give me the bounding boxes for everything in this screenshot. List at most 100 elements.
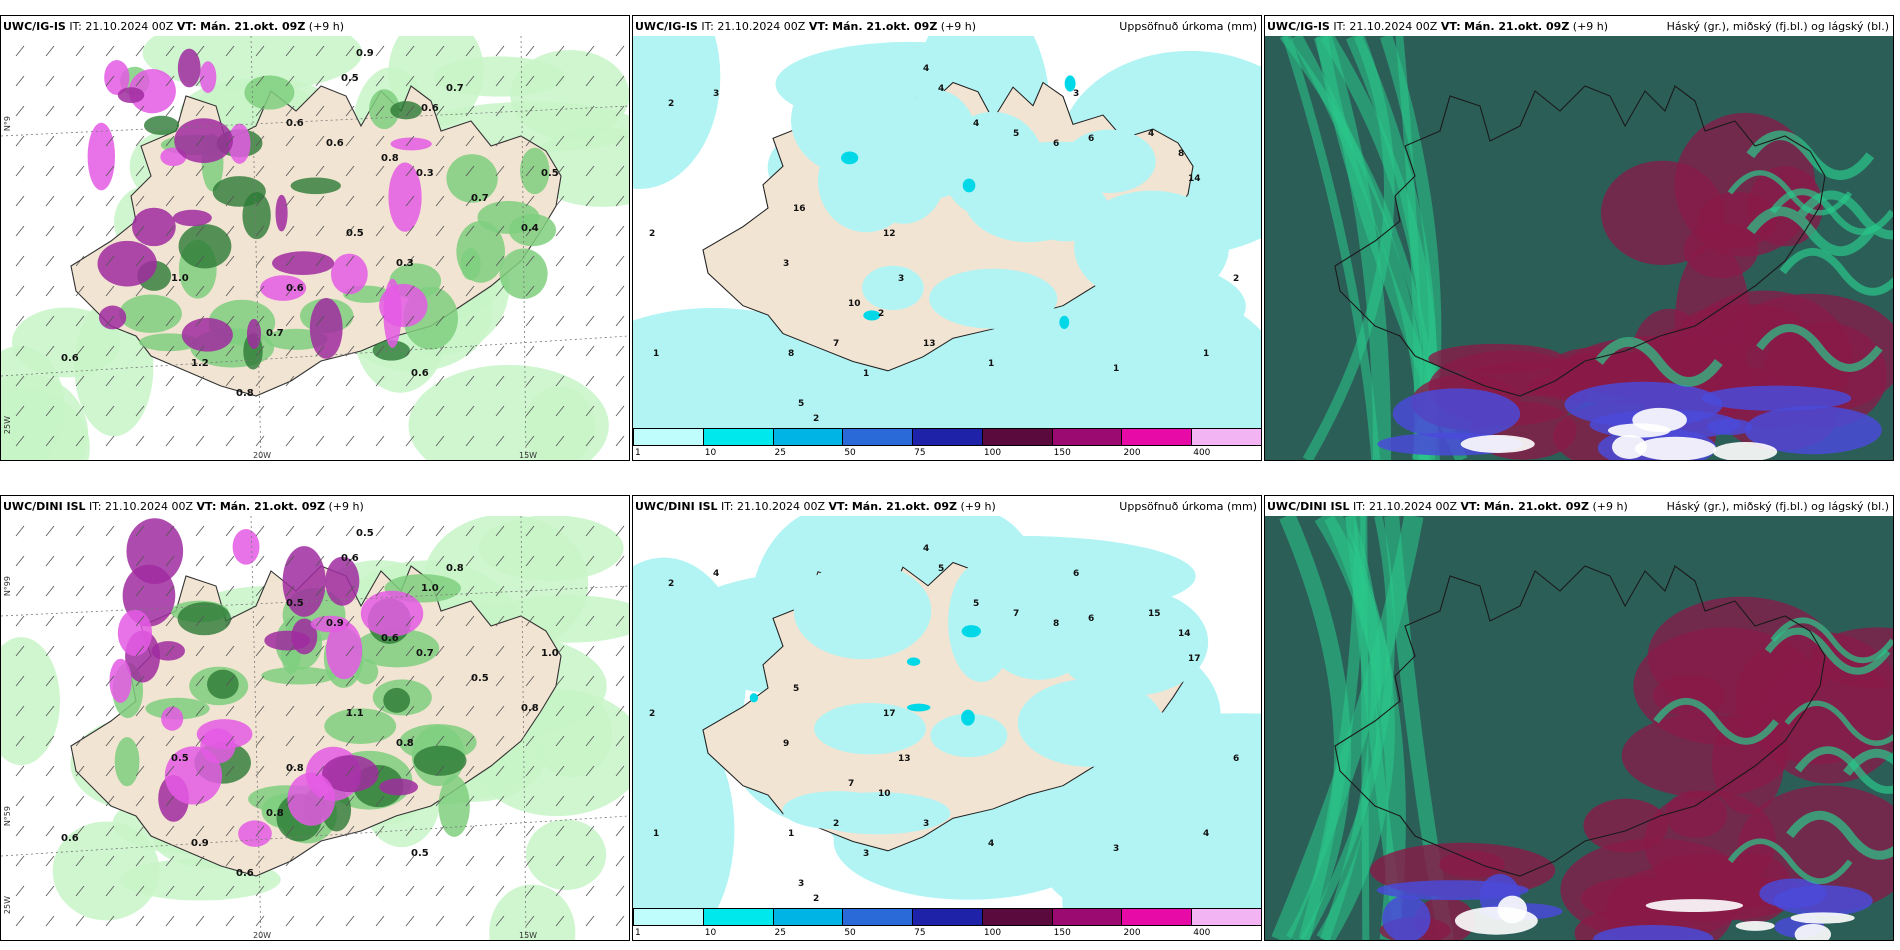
wind-barb bbox=[255, 195, 265, 207]
wind-barb bbox=[555, 735, 565, 747]
value-label: 0.8 bbox=[381, 153, 399, 164]
wind-barb bbox=[45, 585, 55, 597]
precip-area bbox=[1074, 190, 1230, 304]
wind-barb bbox=[165, 135, 175, 147]
wind-barb bbox=[585, 195, 595, 207]
wind-barb bbox=[105, 285, 115, 297]
value-label: 0.5 bbox=[471, 673, 489, 684]
wind-barb bbox=[345, 885, 355, 897]
low-cloud bbox=[1645, 899, 1744, 912]
wind-barb bbox=[75, 675, 85, 687]
value-label: 5 bbox=[938, 564, 944, 574]
wind-barb bbox=[45, 405, 55, 417]
wind-barb bbox=[195, 75, 205, 87]
iceland-outline bbox=[1334, 85, 1826, 397]
wind-barb bbox=[135, 585, 145, 597]
wind-barb bbox=[285, 645, 295, 657]
wind-barb bbox=[255, 585, 265, 597]
wind-barb bbox=[75, 885, 85, 897]
wind-barb bbox=[465, 825, 475, 837]
wind-barb bbox=[525, 285, 535, 297]
wind-barb bbox=[45, 645, 55, 657]
precip-area bbox=[238, 820, 272, 847]
wind-barb bbox=[105, 675, 115, 687]
wind-barb bbox=[135, 435, 145, 447]
wind-barb bbox=[375, 315, 385, 327]
precip-area bbox=[354, 658, 379, 685]
wind-barb bbox=[345, 165, 355, 177]
low-cloud bbox=[1701, 385, 1852, 411]
precip-area bbox=[325, 556, 360, 606]
value-label: 0.5 bbox=[171, 753, 189, 764]
wind-barb bbox=[345, 285, 355, 297]
wind-barb bbox=[525, 45, 535, 57]
colorbar-swatch bbox=[1121, 908, 1193, 926]
wind-barb bbox=[405, 135, 415, 147]
wind-barb bbox=[555, 45, 565, 57]
wind-barb bbox=[225, 225, 235, 237]
wind-barb bbox=[195, 675, 205, 687]
panel-header: UWC/IG-IS IT: 21.10.2024 00Z VT: Mán. 21… bbox=[1267, 20, 1609, 33]
precip-area bbox=[438, 775, 470, 837]
wind-barb bbox=[615, 885, 625, 897]
wind-barb bbox=[465, 195, 475, 207]
wind-barb bbox=[255, 615, 265, 627]
low-cloud bbox=[1773, 885, 1873, 917]
wind-barb bbox=[135, 225, 145, 237]
wind-barb bbox=[195, 765, 205, 777]
colorbar-tick: 400 bbox=[1193, 928, 1211, 938]
wind-barb bbox=[495, 255, 505, 267]
value-label: 5 bbox=[973, 599, 979, 609]
wind-barb bbox=[225, 795, 235, 807]
precip-area bbox=[324, 708, 397, 744]
low-cloud bbox=[1632, 407, 1687, 433]
lon-label: 15W bbox=[519, 931, 538, 940]
wind-barb bbox=[195, 165, 205, 177]
wind-barb bbox=[435, 135, 445, 147]
precip-area bbox=[985, 141, 1135, 186]
wind-barb bbox=[375, 885, 385, 897]
wind-barb bbox=[525, 405, 535, 417]
precip-area bbox=[961, 625, 981, 638]
colorbar: 1 10 25 50 75 100 150 200 400 bbox=[633, 428, 1261, 460]
low-cloud bbox=[1634, 436, 1717, 460]
cloud-band bbox=[1727, 170, 1853, 216]
wind-barb bbox=[255, 165, 265, 177]
wind-barb bbox=[405, 105, 415, 117]
precip-area bbox=[177, 48, 201, 88]
panel-r2-accum-precip: UWC/DINI ISL IT: 21.10.2024 00Z VT: Mán.… bbox=[632, 495, 1262, 941]
wind-barb bbox=[15, 435, 25, 447]
wind-barb bbox=[555, 915, 565, 927]
wind-barb bbox=[255, 105, 265, 117]
wind-barb bbox=[135, 345, 145, 357]
wind-barb bbox=[75, 855, 85, 867]
wind-barb bbox=[75, 645, 85, 657]
wind-barb bbox=[15, 735, 25, 747]
wind-barb bbox=[285, 735, 295, 747]
wind-barb bbox=[375, 345, 385, 357]
wind-barb bbox=[225, 525, 235, 537]
wind-barb bbox=[555, 795, 565, 807]
wind-barb bbox=[105, 615, 115, 627]
wind-barb bbox=[255, 765, 265, 777]
value-label: 0.6 bbox=[61, 833, 79, 844]
precip-area bbox=[282, 546, 326, 617]
wind-barb bbox=[255, 555, 265, 567]
value-label: 4 bbox=[923, 544, 929, 554]
wind-barb bbox=[585, 255, 595, 267]
panel-title: Uppsöfnuð úrkoma (mm) bbox=[1119, 500, 1257, 513]
wind-barb bbox=[585, 765, 595, 777]
wind-barb bbox=[105, 825, 115, 837]
wind-barb bbox=[135, 195, 145, 207]
wind-barb bbox=[405, 285, 415, 297]
precip-area bbox=[181, 317, 233, 352]
wind-barb bbox=[15, 615, 25, 627]
precip-area bbox=[520, 147, 550, 195]
colorbar-tick: 150 bbox=[1053, 448, 1071, 458]
wind-barb bbox=[405, 735, 415, 747]
panel-r1-accum-precip: UWC/IG-IS IT: 21.10.2024 00Z VT: Mán. 21… bbox=[632, 15, 1262, 461]
colorbar-tick: 10 bbox=[704, 448, 717, 458]
wind-barb bbox=[615, 645, 625, 657]
wind-barb bbox=[285, 405, 295, 417]
value-label: 0.6 bbox=[236, 868, 254, 879]
